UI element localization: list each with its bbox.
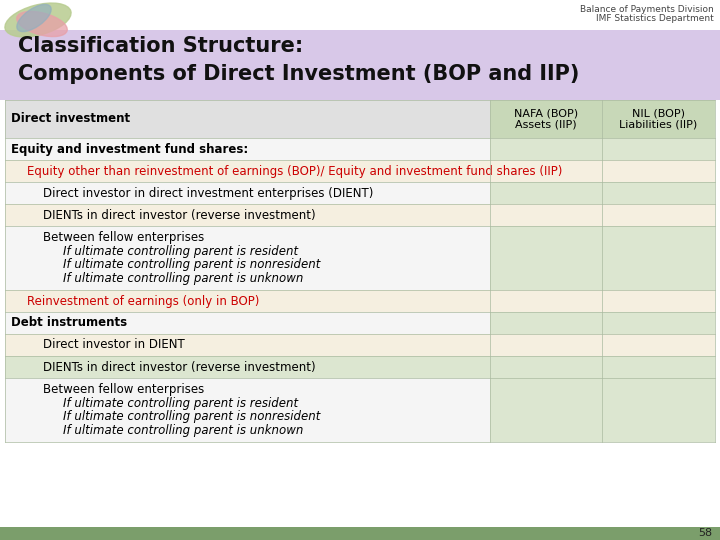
Ellipse shape — [17, 4, 51, 32]
Bar — [602, 204, 715, 226]
Bar — [5, 226, 490, 290]
Text: IMF Statistics Department: IMF Statistics Department — [596, 14, 714, 23]
Bar — [5, 378, 490, 442]
Bar — [602, 378, 715, 442]
Bar — [5, 138, 490, 160]
Bar — [0, 527, 720, 540]
Text: Components of Direct Investment (BOP and IIP): Components of Direct Investment (BOP and… — [18, 64, 580, 84]
Text: Direct investor in DIENT: Direct investor in DIENT — [43, 339, 185, 352]
Bar — [602, 334, 715, 356]
Bar — [490, 100, 602, 138]
Bar — [490, 138, 602, 160]
Text: Classification Structure:: Classification Structure: — [18, 36, 303, 56]
Bar — [602, 226, 715, 290]
Bar — [602, 312, 715, 334]
Text: Equity and investment fund shares:: Equity and investment fund shares: — [11, 143, 248, 156]
Bar — [490, 312, 602, 334]
Bar — [5, 160, 490, 182]
Text: If ultimate controlling parent is resident: If ultimate controlling parent is reside… — [63, 397, 298, 410]
Text: NIL (BOP)
Liabilities (IIP): NIL (BOP) Liabilities (IIP) — [619, 108, 698, 130]
Text: DIENTs in direct investor (reverse investment): DIENTs in direct investor (reverse inves… — [43, 208, 315, 221]
Text: If ultimate controlling parent is unknown: If ultimate controlling parent is unknow… — [63, 424, 303, 437]
Bar — [602, 356, 715, 378]
Text: Direct investment: Direct investment — [11, 112, 130, 125]
Text: If ultimate controlling parent is resident: If ultimate controlling parent is reside… — [63, 245, 298, 258]
Bar — [602, 182, 715, 204]
Text: Balance of Payments Division: Balance of Payments Division — [580, 5, 714, 14]
Bar — [490, 334, 602, 356]
Bar — [5, 290, 490, 312]
Bar — [5, 182, 490, 204]
Bar — [5, 334, 490, 356]
Text: If ultimate controlling parent is nonresident: If ultimate controlling parent is nonres… — [63, 258, 320, 271]
Text: Between fellow enterprises: Between fellow enterprises — [43, 231, 204, 244]
Bar — [5, 100, 490, 138]
Ellipse shape — [5, 3, 71, 37]
Text: NAFA (BOP)
Assets (IIP): NAFA (BOP) Assets (IIP) — [514, 108, 578, 130]
Bar — [0, 30, 720, 100]
Bar — [602, 160, 715, 182]
Text: If ultimate controlling parent is nonresident: If ultimate controlling parent is nonres… — [63, 410, 320, 423]
Text: Reinvestment of earnings (only in BOP): Reinvestment of earnings (only in BOP) — [27, 294, 259, 307]
Text: 58: 58 — [698, 529, 712, 538]
Bar — [602, 138, 715, 160]
Text: Equity other than reinvestment of earnings (BOP)/ Equity and investment fund sha: Equity other than reinvestment of earnin… — [27, 165, 562, 178]
Text: Debt instruments: Debt instruments — [11, 316, 127, 329]
Bar — [602, 290, 715, 312]
Bar — [490, 160, 602, 182]
Bar — [490, 182, 602, 204]
Text: DIENTs in direct investor (reverse investment): DIENTs in direct investor (reverse inves… — [43, 361, 315, 374]
Ellipse shape — [17, 11, 67, 37]
Text: Between fellow enterprises: Between fellow enterprises — [43, 383, 204, 396]
Bar — [602, 100, 715, 138]
Text: If ultimate controlling parent is unknown: If ultimate controlling parent is unknow… — [63, 272, 303, 285]
Bar — [5, 312, 490, 334]
Bar — [5, 204, 490, 226]
Bar — [5, 356, 490, 378]
Bar — [490, 378, 602, 442]
Bar — [490, 226, 602, 290]
Bar — [490, 356, 602, 378]
Text: Direct investor in direct investment enterprises (DIENT): Direct investor in direct investment ent… — [43, 186, 374, 199]
Bar — [490, 290, 602, 312]
Bar — [490, 204, 602, 226]
